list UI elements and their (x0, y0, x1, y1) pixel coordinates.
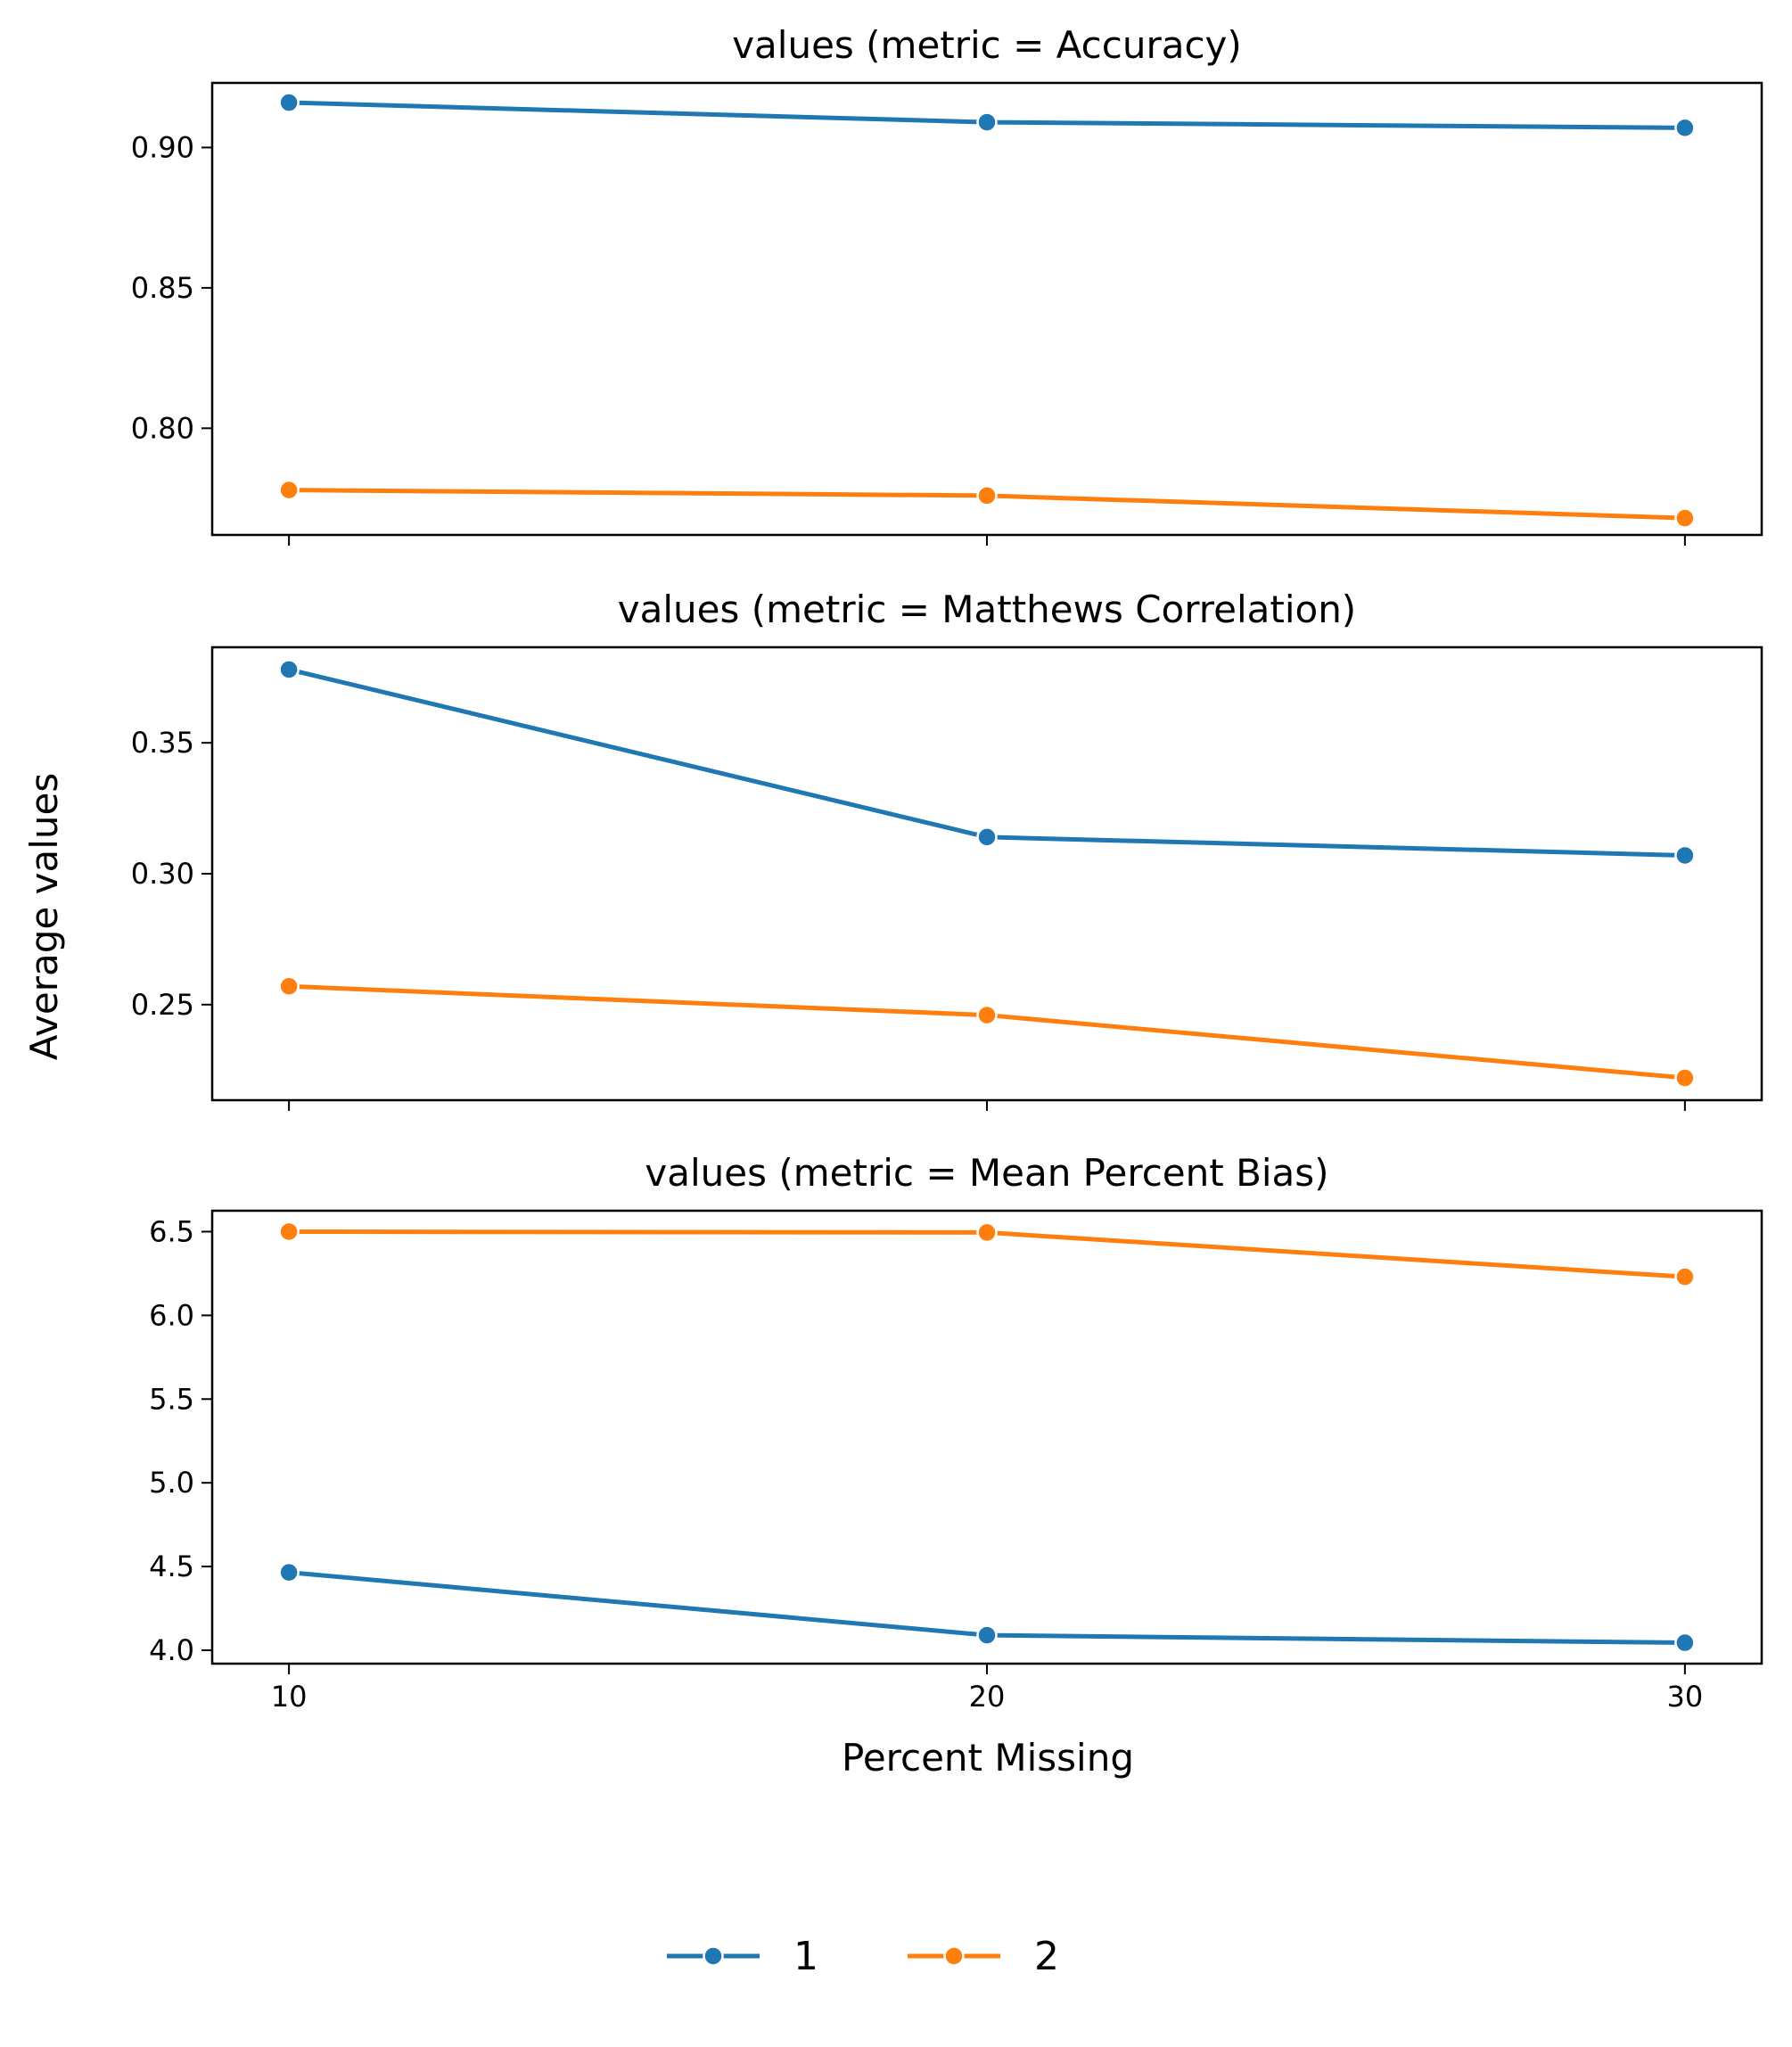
y-tick-label: 0.30 (131, 857, 194, 891)
y-tick-label: 4.5 (149, 1550, 194, 1583)
x-axis-label: Percent Missing (842, 1736, 1134, 1780)
subplot-3: values (metric = Mean Percent Bias) 4.0 4.… (149, 1151, 1763, 1714)
subplot-1: values (metric = Accuracy) 0.80 0.85 0.90 (131, 23, 1763, 546)
data-point-1 (976, 111, 998, 133)
subplot-title: values (metric = Matthews Correlation) (618, 588, 1356, 631)
x-tick-label: 30 (1667, 1680, 1704, 1714)
y-tick-label: 6.5 (149, 1214, 194, 1248)
y-tick-label: 4.0 (149, 1633, 194, 1667)
y-tick-label: 5.0 (149, 1466, 194, 1500)
plot-frame (210, 1209, 1763, 1665)
data-point-2 (278, 975, 300, 998)
data-point-2 (976, 485, 998, 506)
legend-marker (943, 1945, 965, 1967)
x-tick-label: 10 (271, 1680, 308, 1714)
data-point-1 (1674, 844, 1696, 867)
x-tick-label: 20 (969, 1680, 1006, 1714)
y-axis-label: Average values (22, 773, 66, 1060)
data-point-2 (1674, 507, 1696, 529)
subplot-title: values (metric = Accuracy) (732, 23, 1242, 67)
data-point-2 (278, 479, 300, 501)
plot-frame (210, 645, 1763, 1102)
data-point-1 (1674, 1632, 1696, 1654)
legend-marker (703, 1945, 724, 1967)
y-tick-label: 5.5 (149, 1382, 194, 1416)
subplot-title: values (metric = Mean Percent Bias) (645, 1151, 1328, 1195)
data-point-1 (278, 92, 300, 113)
legend-label: 2 (1034, 1934, 1059, 1979)
data-point-1 (976, 826, 998, 848)
data-point-1 (976, 1624, 998, 1646)
legend-label: 1 (793, 1934, 818, 1979)
y-tick-label: 0.25 (131, 988, 194, 1022)
data-point-2 (1674, 1067, 1696, 1089)
data-point-2 (1674, 1266, 1696, 1287)
data-point-2 (278, 1221, 300, 1243)
data-point-2 (976, 1004, 998, 1026)
subplot-2: values (metric = Matthews Correlation) 0.… (131, 588, 1763, 1111)
legend-entry-1: 1 (667, 1934, 818, 1979)
plot-frame (210, 81, 1763, 537)
data-point-1 (278, 1561, 300, 1583)
subplots: values (metric = Accuracy)0.800.850.90va… (131, 23, 1763, 1714)
data-point-2 (976, 1221, 998, 1244)
data-point-1 (1674, 117, 1696, 139)
y-tick-label: 0.85 (131, 271, 194, 305)
y-tick-label: 6.0 (149, 1298, 194, 1332)
legend-entry-2: 2 (908, 1934, 1059, 1979)
y-tick-label: 0.90 (131, 130, 194, 164)
y-tick-label: 0.35 (131, 726, 194, 760)
data-point-1 (278, 659, 300, 680)
y-tick-label: 0.80 (131, 411, 194, 445)
